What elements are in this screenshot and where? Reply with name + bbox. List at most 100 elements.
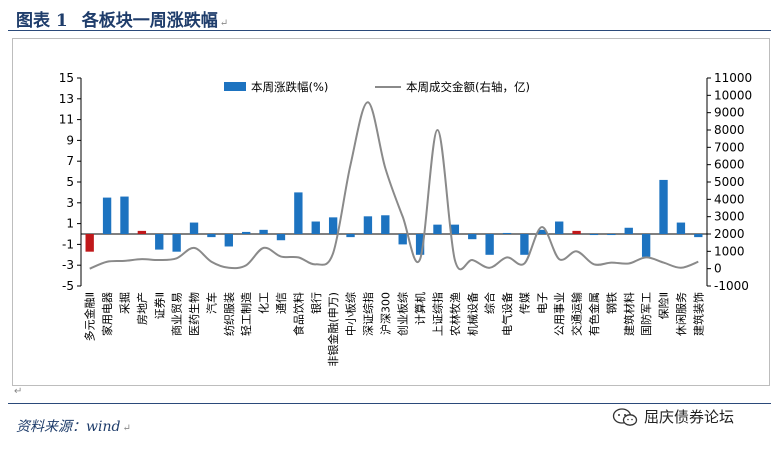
left-tick-label: 5: [66, 175, 74, 189]
bar: [694, 234, 703, 238]
left-tick-label: 7: [66, 154, 74, 168]
category-label: 建筑装饰: [691, 292, 705, 336]
return-mark: ↵: [219, 18, 229, 29]
category-label: 计算机: [413, 292, 427, 325]
category-label: 传媒: [518, 292, 531, 314]
bar: [502, 232, 512, 234]
left-tick-label: 15: [59, 71, 74, 85]
category-label: 化工: [257, 292, 271, 314]
bar: [155, 234, 164, 250]
bar: [189, 222, 199, 234]
category-label: 房地产: [135, 292, 149, 325]
right-tick-label: 8000: [714, 123, 745, 137]
left-tick-label: -5: [62, 279, 74, 293]
bar: [641, 234, 651, 257]
right-tick-label: 1000: [714, 244, 745, 258]
bar: [259, 229, 268, 234]
category-label: 有色金属: [587, 292, 601, 336]
category-label: 公用事业: [553, 292, 566, 336]
bar: [294, 192, 303, 234]
right-tick-label: 9000: [714, 106, 745, 120]
brand-name: 屈庆债券论坛: [644, 408, 735, 426]
left-tick-label: -3: [62, 258, 74, 272]
bar: [328, 217, 338, 234]
figure-title-text: 各板块一周涨跌幅: [81, 11, 218, 31]
right-tick-label: 4000: [714, 192, 745, 206]
category-label: 机械设备: [465, 292, 479, 336]
category-label: 中小板综: [344, 292, 358, 336]
bar: [676, 222, 686, 234]
right-tick-label: 10000: [714, 88, 752, 102]
bar: [363, 216, 373, 234]
left-tick-label: 3: [66, 196, 74, 210]
category-label: 非银金融(申万): [326, 292, 340, 367]
category-label: 建筑材料: [622, 292, 636, 336]
bar: [468, 234, 477, 240]
bar: [381, 215, 390, 234]
header-rule: [8, 30, 771, 31]
bar: [398, 234, 407, 245]
bar: [555, 221, 564, 234]
category-label: 银行: [309, 292, 323, 314]
legend-bar-swatch: [224, 82, 246, 91]
bar: [224, 234, 233, 247]
legend-bar-label: 本周涨跌幅(%): [251, 80, 328, 94]
bar: [102, 197, 112, 234]
left-tick-label: 13: [59, 92, 74, 106]
legend-line-label: 本周成交金额(右轴，亿): [406, 80, 530, 94]
source-text: 资料来源：wind: [16, 419, 121, 435]
figure-label: 图表 1: [16, 11, 68, 31]
bar: [607, 234, 616, 236]
left-tick-label: 9: [66, 133, 74, 147]
chart-frame: 15 13 11 9 7 5 3 1 -1 -3 -5 11000 10000 9000 8000 7000 6…: [12, 38, 770, 386]
right-tick-label: 0: [714, 262, 722, 276]
right-tick-label: -1000: [714, 279, 749, 293]
category-label: 农林牧渔: [448, 292, 462, 336]
category-label: 钢铁: [605, 292, 618, 314]
wechat-icon: [612, 407, 638, 426]
right-tick-label: 11000: [714, 71, 752, 85]
category-label: 休闲服务: [674, 292, 688, 336]
bar: [537, 229, 546, 234]
category-label: 轻工制造: [239, 292, 253, 336]
bar: [624, 227, 633, 234]
return-mark: ↵: [14, 386, 23, 397]
category-label: 纺织服装: [222, 292, 236, 336]
category-label: 医药生物: [187, 292, 201, 336]
right-tick-label: 2000: [714, 227, 745, 241]
bar: [172, 234, 181, 252]
turnover-line: [89, 101, 699, 271]
bar: [137, 230, 147, 234]
category-label: 保险Ⅱ: [657, 292, 671, 319]
right-tick-label: 3000: [714, 210, 745, 224]
category-label: 电子: [536, 292, 549, 314]
figure-title: 图表 1 各板块一周涨跌幅 ↵: [16, 6, 228, 31]
category-label: 采掘: [117, 292, 131, 314]
bar: [120, 196, 129, 234]
sector-chart: 15131197531-1-3-511000100009000800070006…: [59, 71, 752, 367]
left-tick-label: 11: [59, 113, 74, 127]
bar: [207, 234, 216, 238]
category-label: 创业板综: [396, 292, 410, 336]
bar: [572, 230, 581, 234]
category-label: 商业贸易: [170, 292, 184, 336]
category-label: 国防军工: [639, 292, 653, 336]
right-tick-label: 6000: [714, 158, 745, 172]
left-tick-label: 1: [66, 217, 74, 231]
right-tick-label: 7000: [714, 140, 745, 154]
category-label: 家用电器: [100, 292, 114, 336]
brand: 屈庆债券论坛: [612, 406, 734, 427]
footer-rule: [8, 403, 771, 404]
category-label: 通信: [275, 292, 288, 314]
left-tick-label: -1: [62, 237, 74, 251]
bar: [276, 234, 286, 241]
bar: [485, 234, 494, 255]
bar: [450, 224, 460, 234]
bar: [346, 234, 355, 238]
bar: [433, 224, 442, 234]
category-label: 汽车: [204, 292, 218, 314]
category-label: 综合: [483, 292, 497, 314]
category-label: 上证综指: [430, 292, 444, 336]
category-label: 交通运输: [570, 292, 584, 336]
return-mark: ↵: [122, 423, 131, 434]
